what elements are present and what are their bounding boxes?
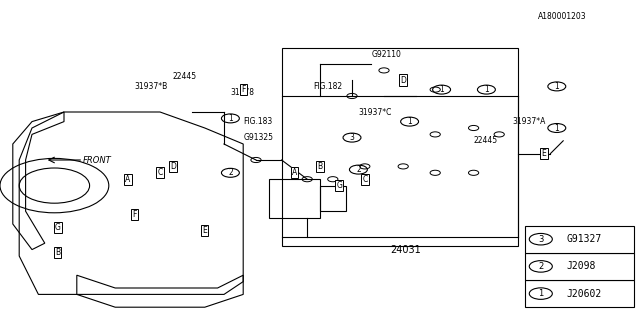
Text: 2: 2 bbox=[228, 168, 233, 177]
Text: 1: 1 bbox=[407, 117, 412, 126]
Bar bbox=[269, 179, 320, 218]
Text: G92110: G92110 bbox=[371, 50, 401, 59]
Text: J2098: J2098 bbox=[566, 261, 596, 271]
Text: 2: 2 bbox=[538, 262, 543, 271]
Text: D: D bbox=[400, 76, 406, 84]
Text: B: B bbox=[317, 162, 323, 171]
Text: 31937*B: 31937*B bbox=[134, 82, 168, 91]
Text: F: F bbox=[241, 85, 245, 94]
Text: J20602: J20602 bbox=[566, 289, 602, 299]
Text: G91325: G91325 bbox=[243, 133, 273, 142]
Text: 1: 1 bbox=[439, 85, 444, 94]
Text: 24031: 24031 bbox=[390, 244, 421, 255]
Text: 1: 1 bbox=[484, 85, 489, 94]
FancyBboxPatch shape bbox=[525, 280, 634, 307]
Text: G91327: G91327 bbox=[566, 234, 602, 244]
Text: 22445: 22445 bbox=[474, 136, 498, 145]
Text: 2: 2 bbox=[356, 165, 361, 174]
Bar bbox=[282, 48, 518, 246]
Text: F: F bbox=[132, 210, 136, 219]
Bar bbox=[320, 186, 346, 211]
Text: FIG.182: FIG.182 bbox=[314, 82, 343, 91]
Text: 1: 1 bbox=[554, 82, 559, 91]
Text: FRONT: FRONT bbox=[83, 156, 112, 164]
Text: A: A bbox=[125, 175, 131, 184]
Text: 22445: 22445 bbox=[173, 72, 197, 81]
Text: 3: 3 bbox=[538, 235, 543, 244]
Text: 31878: 31878 bbox=[230, 88, 254, 97]
Text: A180001203: A180001203 bbox=[538, 12, 586, 20]
Text: C: C bbox=[157, 168, 163, 177]
Text: C: C bbox=[362, 175, 367, 184]
Text: G: G bbox=[336, 181, 342, 190]
Text: 3: 3 bbox=[349, 133, 355, 142]
Text: A: A bbox=[292, 168, 297, 177]
Text: 31937*C: 31937*C bbox=[358, 108, 392, 116]
Text: G: G bbox=[54, 223, 61, 232]
Text: 1: 1 bbox=[228, 114, 233, 123]
Text: 1: 1 bbox=[554, 124, 559, 132]
Text: FIG.183: FIG.183 bbox=[243, 117, 273, 126]
FancyBboxPatch shape bbox=[525, 226, 634, 253]
Text: B: B bbox=[55, 248, 60, 257]
Text: D: D bbox=[170, 162, 176, 171]
Text: 1: 1 bbox=[538, 289, 543, 298]
FancyBboxPatch shape bbox=[525, 253, 634, 280]
Text: E: E bbox=[541, 149, 547, 158]
Text: E: E bbox=[202, 226, 207, 235]
Text: 31937*A: 31937*A bbox=[512, 117, 545, 126]
